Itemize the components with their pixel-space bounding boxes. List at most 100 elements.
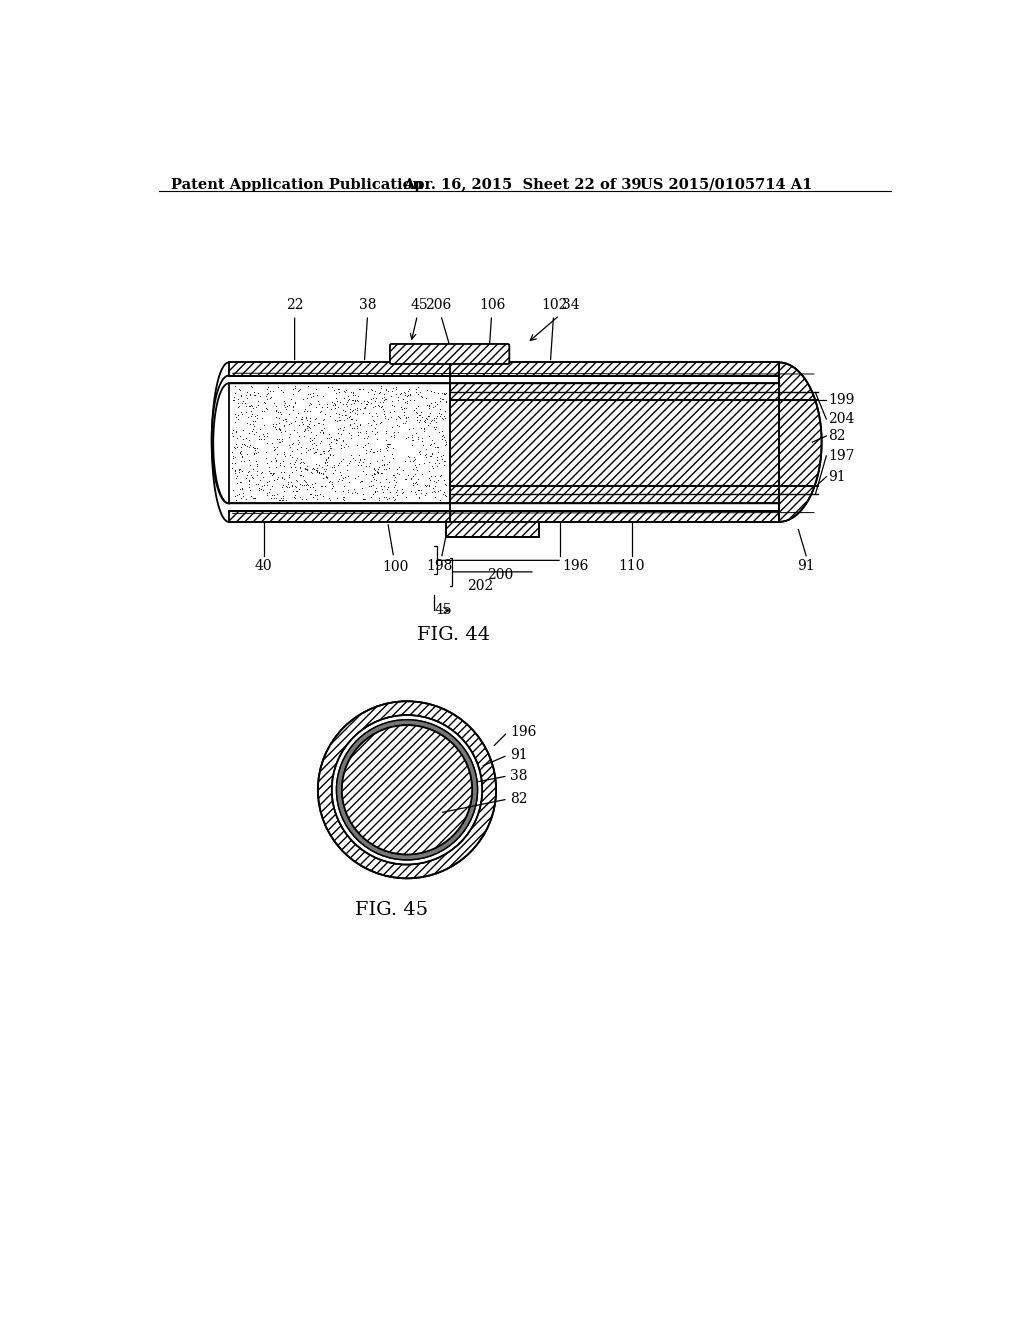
- Point: [296, 474, 312, 495]
- Point: [272, 420, 289, 441]
- Point: [289, 470, 305, 491]
- Point: [349, 416, 366, 437]
- Point: [287, 376, 303, 397]
- Point: [271, 408, 288, 429]
- Point: [243, 376, 259, 397]
- Point: [326, 392, 342, 413]
- Point: [253, 462, 269, 483]
- Point: [297, 457, 313, 478]
- Point: [421, 395, 437, 416]
- Point: [358, 428, 375, 449]
- Point: [401, 385, 418, 407]
- Point: [409, 459, 425, 480]
- Point: [413, 483, 429, 504]
- Point: [288, 459, 304, 480]
- Point: [272, 420, 289, 441]
- Point: [426, 465, 442, 486]
- Point: [283, 457, 299, 478]
- Point: [355, 403, 372, 424]
- Point: [268, 469, 285, 490]
- Point: [376, 400, 392, 421]
- Point: [414, 407, 430, 428]
- Point: [362, 487, 379, 508]
- Point: [342, 413, 358, 434]
- Point: [368, 388, 384, 409]
- Point: [375, 399, 391, 420]
- Point: [433, 428, 450, 449]
- Point: [358, 391, 375, 412]
- Point: [386, 400, 402, 421]
- Point: [251, 478, 267, 499]
- Point: [315, 385, 332, 407]
- Point: [406, 417, 422, 438]
- Point: [299, 416, 315, 437]
- Point: [396, 404, 413, 425]
- Point: [282, 426, 298, 447]
- Point: [390, 457, 407, 478]
- Point: [246, 488, 262, 510]
- Point: [364, 392, 380, 413]
- Point: [279, 477, 295, 498]
- Point: [376, 486, 392, 507]
- Point: [334, 404, 350, 425]
- Point: [401, 418, 418, 440]
- Point: [284, 475, 300, 496]
- Point: [331, 409, 347, 430]
- Point: [397, 411, 414, 432]
- Point: [418, 438, 434, 459]
- Point: [434, 383, 451, 404]
- Point: [316, 453, 333, 474]
- Point: [233, 433, 250, 454]
- Point: [436, 384, 453, 405]
- Point: [274, 474, 291, 495]
- Point: [301, 392, 317, 413]
- Point: [349, 482, 366, 503]
- Point: [391, 407, 408, 428]
- Point: [228, 428, 245, 449]
- Point: [260, 381, 276, 403]
- Point: [416, 417, 432, 438]
- Point: [303, 387, 319, 408]
- Point: [272, 418, 289, 440]
- Point: [268, 444, 285, 465]
- Point: [397, 381, 414, 403]
- Point: [416, 418, 432, 440]
- Point: [358, 420, 375, 441]
- Point: [423, 466, 439, 487]
- Point: [336, 486, 352, 507]
- Point: [294, 407, 310, 428]
- Point: [380, 477, 396, 498]
- Point: [310, 461, 327, 482]
- Point: [394, 479, 411, 500]
- Point: [281, 465, 297, 486]
- Point: [274, 429, 291, 450]
- Point: [396, 397, 413, 418]
- Point: [328, 383, 344, 404]
- Point: [285, 480, 301, 502]
- Point: [313, 400, 330, 421]
- Point: [310, 413, 327, 434]
- Point: [227, 421, 244, 442]
- Point: [229, 466, 246, 487]
- Point: [269, 401, 286, 422]
- Point: [266, 392, 283, 413]
- Point: [289, 421, 305, 442]
- Point: [284, 441, 300, 462]
- Point: [386, 490, 402, 511]
- Point: [359, 425, 376, 446]
- Point: [352, 447, 369, 469]
- Point: [383, 425, 399, 446]
- Point: [373, 412, 389, 433]
- Point: [364, 471, 380, 492]
- Point: [398, 469, 415, 490]
- Point: [242, 434, 258, 455]
- Point: [250, 395, 266, 416]
- Point: [345, 381, 361, 403]
- Point: [395, 388, 412, 409]
- Point: [268, 429, 285, 450]
- Point: [302, 417, 318, 438]
- Point: [325, 462, 341, 483]
- Point: [232, 471, 249, 492]
- Point: [373, 378, 389, 399]
- Point: [357, 442, 374, 463]
